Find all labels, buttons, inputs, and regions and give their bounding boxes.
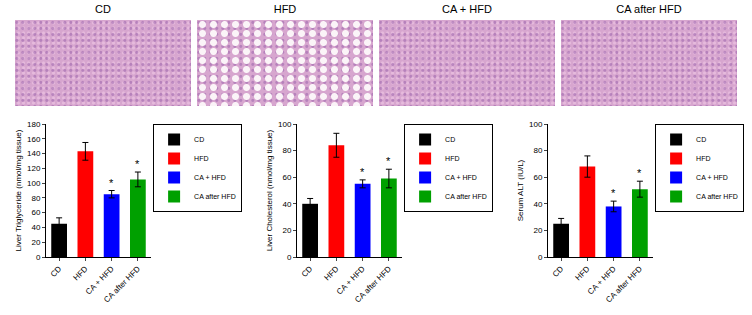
svg-text:CA after HFD: CA after HFD — [194, 193, 236, 200]
svg-text:Liver Cholesterol (nmol/mg tis: Liver Cholesterol (nmol/mg tissue) — [265, 129, 274, 251]
svg-text:HFD: HFD — [72, 264, 90, 282]
svg-text:100: 100 — [27, 179, 41, 188]
svg-text:CD: CD — [696, 136, 706, 143]
svg-text:HFD: HFD — [194, 155, 208, 162]
svg-text:40: 40 — [282, 200, 291, 209]
svg-text:*: * — [135, 158, 140, 170]
svg-text:20: 20 — [533, 226, 542, 235]
svg-text:CD: CD — [551, 264, 566, 279]
html-text:HFD: HFD — [273, 3, 297, 15]
svg-text:120: 120 — [27, 164, 41, 173]
svg-text:Serum ALT (IU/L): Serum ALT (IU/L) — [516, 159, 525, 221]
svg-text:20: 20 — [282, 226, 291, 235]
svg-text:CD: CD — [194, 136, 204, 143]
svg-text:*: * — [637, 167, 642, 179]
svg-text:CA + HFD: CA + HFD — [586, 264, 618, 296]
svg-text:Liver Triglyceride (nmol/mg ti: Liver Triglyceride (nmol/mg tissue) — [14, 129, 23, 251]
svg-text:80: 80 — [533, 146, 542, 155]
svg-text:40: 40 — [533, 200, 542, 209]
svg-text:180: 180 — [27, 120, 41, 129]
svg-text:*: * — [360, 166, 365, 178]
svg-text:HFD: HFD — [696, 155, 710, 162]
svg-text:0: 0 — [36, 253, 41, 262]
svg-text:CA + HFD: CA + HFD — [84, 264, 116, 296]
svg-text:160: 160 — [27, 135, 41, 144]
svg-text:CA + HFD: CA + HFD — [696, 174, 728, 181]
svg-text:60: 60 — [282, 173, 291, 182]
svg-text:CD: CD — [49, 264, 64, 279]
svg-text:HFD: HFD — [574, 264, 592, 282]
svg-text:140: 140 — [27, 149, 41, 158]
svg-text:0: 0 — [287, 253, 292, 262]
svg-text:CA after HFD: CA after HFD — [696, 193, 738, 200]
html-text:CA after HFD: CA after HFD — [616, 3, 682, 15]
svg-text:CA + HFD: CA + HFD — [335, 264, 367, 296]
svg-text:CA after HFD: CA after HFD — [604, 264, 644, 304]
svg-text:CA + HFD: CA + HFD — [445, 174, 477, 181]
svg-text:CD: CD — [445, 136, 455, 143]
svg-text:20: 20 — [31, 238, 40, 247]
svg-text:40: 40 — [31, 223, 40, 232]
svg-text:*: * — [386, 155, 391, 167]
svg-text:*: * — [611, 187, 616, 199]
svg-text:60: 60 — [31, 208, 40, 217]
svg-text:HFD: HFD — [323, 264, 341, 282]
svg-text:*: * — [109, 177, 114, 189]
svg-text:80: 80 — [31, 194, 40, 203]
html-text:CD: CD — [95, 3, 111, 15]
svg-text:80: 80 — [282, 146, 291, 155]
svg-text:CA after HFD: CA after HFD — [445, 193, 487, 200]
svg-text:0: 0 — [538, 253, 543, 262]
svg-text:CD: CD — [300, 264, 315, 279]
svg-text:CA + HFD: CA + HFD — [194, 174, 226, 181]
svg-text:CA after HFD: CA after HFD — [102, 264, 142, 304]
svg-text:100: 100 — [529, 120, 543, 129]
svg-text:100: 100 — [278, 120, 292, 129]
svg-text:CA after HFD: CA after HFD — [353, 264, 393, 304]
svg-text:HFD: HFD — [445, 155, 459, 162]
html-text:CA + HFD: CA + HFD — [442, 3, 492, 15]
svg-text:60: 60 — [533, 173, 542, 182]
